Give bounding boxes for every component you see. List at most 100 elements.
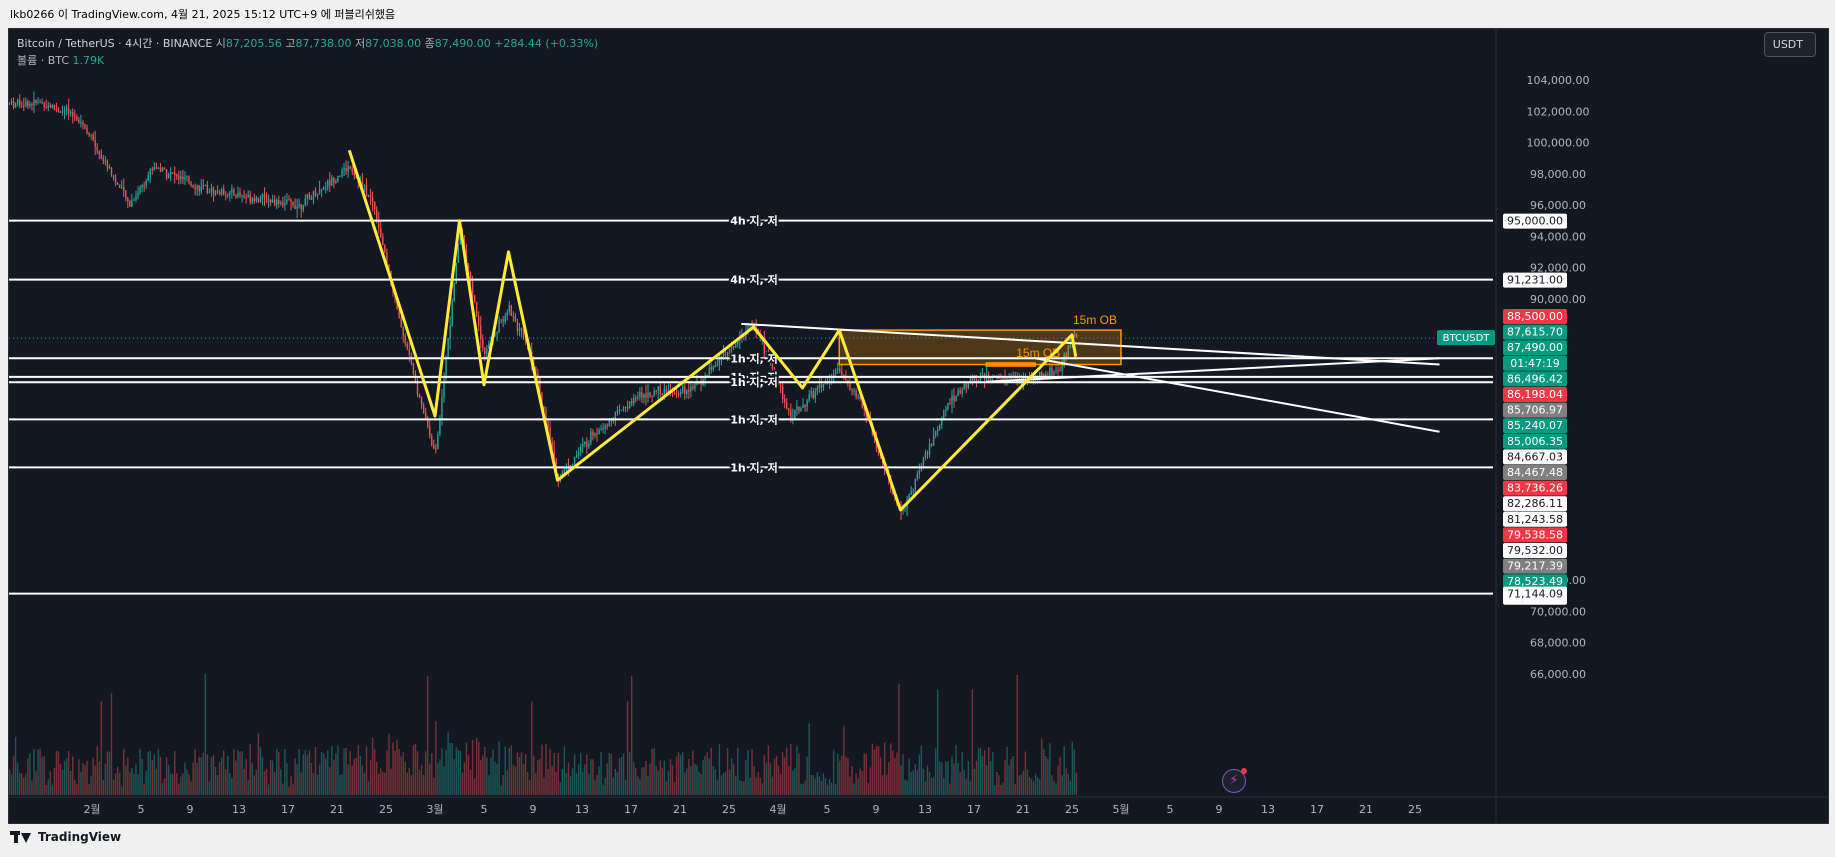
volume-bar — [118, 772, 121, 795]
candle-body — [779, 385, 782, 387]
volume-bar — [1026, 769, 1029, 795]
candle-body — [590, 431, 592, 444]
candle-body — [167, 174, 170, 179]
currency-button[interactable]: USDT — [1763, 32, 1816, 57]
volume-bar — [714, 769, 717, 795]
candle-body — [806, 400, 808, 408]
price-tick-label: 98,000.00 — [1530, 168, 1586, 181]
candle-body — [225, 195, 227, 197]
candle-body — [431, 436, 433, 446]
candle-body — [618, 409, 621, 411]
candle-body — [1004, 376, 1006, 383]
price-tag: 84,467.48 — [1507, 466, 1563, 479]
candle-body — [1002, 376, 1004, 381]
volume-bar — [582, 772, 584, 795]
candle-body — [514, 316, 517, 322]
candle-body — [302, 205, 304, 210]
candle-body — [686, 389, 688, 394]
volume-bar — [957, 762, 959, 795]
price-tag-box — [1503, 586, 1567, 602]
volume-bar — [808, 723, 810, 795]
volume-bar — [457, 749, 459, 795]
candle-body — [971, 377, 974, 382]
volume-bar — [961, 752, 963, 795]
volume-bar — [172, 773, 174, 795]
candle-body — [45, 107, 47, 109]
candle-body — [63, 110, 66, 112]
volume-bar — [747, 750, 749, 795]
volume-bar — [482, 755, 484, 795]
candle-body — [494, 334, 496, 336]
volume-bar — [43, 756, 45, 795]
flash-icon[interactable]: ⚡ — [1222, 768, 1247, 793]
volume-bar — [659, 760, 661, 795]
symbol-title[interactable]: Bitcoin / TetherUS · 4시간 · BINANCE — [17, 37, 213, 50]
candle-body — [641, 392, 643, 398]
volume-bar — [908, 758, 910, 795]
candle-body — [204, 184, 207, 186]
candle-body — [877, 448, 880, 453]
candle-body — [555, 458, 557, 474]
candle-body — [41, 102, 43, 104]
candle-body — [300, 204, 302, 210]
candle-body — [965, 383, 967, 388]
volume-bar — [614, 768, 617, 795]
volume-bar — [190, 781, 192, 795]
volume-bar — [286, 763, 288, 795]
candle-body — [280, 202, 282, 204]
candle-body — [233, 189, 235, 196]
candle-body — [227, 195, 229, 197]
volume-bar — [737, 747, 739, 795]
volume-bar — [953, 763, 955, 795]
candle-body — [414, 373, 417, 383]
candle-body — [76, 117, 78, 120]
volume-bar — [894, 757, 896, 795]
chart-panel[interactable]: 15m OB 15m OB 4h 지, 저 4h 지, 저 1h 지, 저 1h 지, 저… — [8, 28, 1829, 824]
volume-bar — [757, 772, 759, 795]
candle-body — [72, 112, 74, 116]
volume-bar — [157, 749, 160, 795]
volume-bar — [624, 779, 627, 795]
candle-body — [216, 190, 219, 192]
time-axis: 2월 5 9 13 17 21 25 3월 5 9 13 17 21 25 4월 5 9 13 17 21 25 5월 5 9… — [83, 803, 1422, 816]
candle-body — [23, 106, 25, 108]
candle-body — [977, 379, 980, 382]
volume-bar — [761, 783, 763, 795]
candle-body — [135, 195, 137, 200]
volume-bar — [376, 761, 378, 795]
footer-brand[interactable]: TradingView — [10, 830, 121, 844]
volume-bar — [559, 782, 561, 795]
volume-bar — [314, 747, 317, 795]
candle-body — [943, 411, 945, 419]
price-tag-box — [1503, 387, 1567, 402]
date-tick-label: 17 — [281, 803, 295, 816]
volume-bar — [329, 767, 331, 795]
volume-bar — [651, 748, 653, 795]
volume-bar — [720, 775, 723, 795]
candle-body — [851, 389, 853, 391]
volume-bar — [510, 745, 513, 795]
volume-bar — [951, 756, 953, 795]
volume-bar — [274, 772, 276, 795]
volume-bar — [359, 755, 362, 795]
volume-bar — [316, 774, 319, 795]
volume-bar — [327, 750, 329, 795]
volume-bar — [212, 755, 215, 795]
date-tick-label: 5월 — [1112, 803, 1129, 816]
candle-body — [498, 320, 500, 333]
volume-bar — [365, 746, 368, 795]
volume-bar — [531, 701, 533, 795]
volume-bar — [210, 757, 213, 795]
volume-bar — [369, 760, 372, 795]
volume-bar — [1008, 765, 1010, 795]
candle-body — [855, 390, 857, 397]
candle-body — [88, 133, 90, 136]
candle-body — [478, 316, 480, 326]
volume-bar — [441, 748, 443, 795]
candle-body — [790, 410, 792, 421]
candle-body — [655, 390, 657, 392]
volume-bar — [673, 782, 676, 795]
volume-bar — [251, 762, 253, 795]
volume-bar — [51, 784, 54, 795]
